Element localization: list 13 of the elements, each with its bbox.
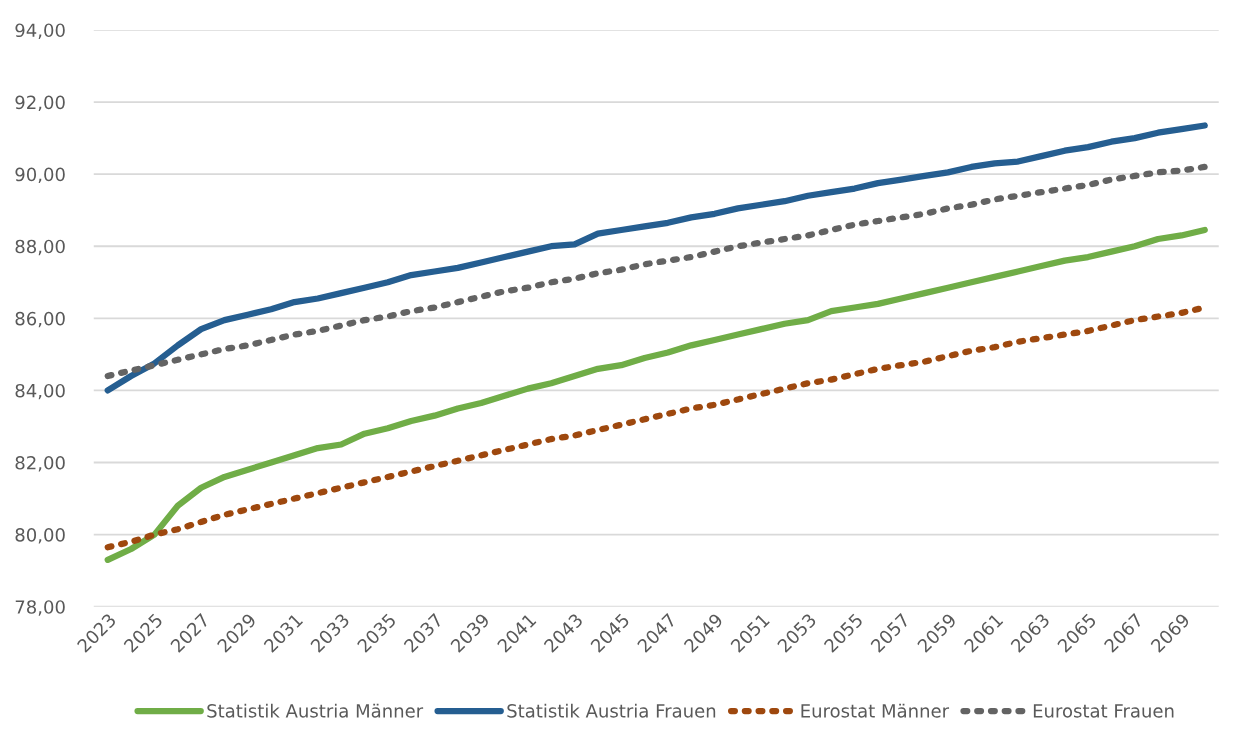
legend-label: Statistik Austria Männer (207, 703, 424, 718)
y-tick-label: 94,00 (15, 23, 65, 39)
y-tick-label: 84,00 (15, 383, 65, 400)
legend-label: Eurostat Frauen (1033, 704, 1174, 718)
legend-label: Eurostat Männer (801, 703, 950, 718)
legend-label: Statistik Austria Frauen (507, 703, 716, 718)
y-tick-label: 90,00 (15, 167, 65, 184)
y-tick-label: 80,00 (15, 528, 65, 544)
y-tick-label: 92,00 (15, 95, 65, 112)
y-tick-label: 86,00 (15, 311, 65, 328)
y-tick-label: 78,00 (15, 600, 65, 616)
y-tick-label: 82,00 (15, 455, 65, 472)
y-tick-label: 88,00 (15, 239, 65, 256)
